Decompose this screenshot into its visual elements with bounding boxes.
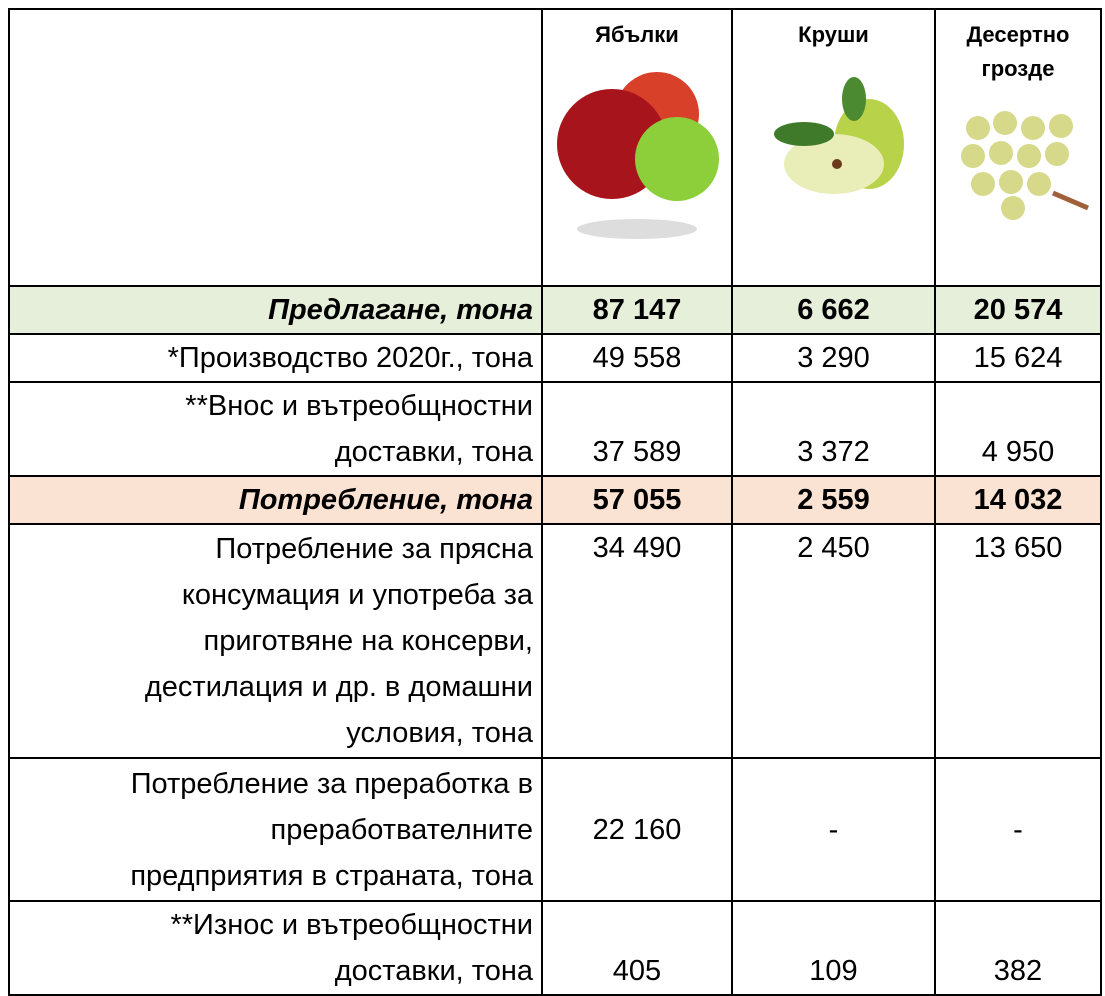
label-line: Предлагане, тона <box>20 287 533 333</box>
supply-table: Ябълки Круши Десертно грозде Предлагане,… <box>8 8 1102 996</box>
row-label: Предлагане, тона <box>9 286 542 334</box>
label-line: преработвателните <box>20 807 533 853</box>
column-header: Круши <box>732 9 935 286</box>
page: Ябълки Круши Десертно грозде Предлагане,… <box>0 0 1105 987</box>
column-header: Десертно грозде <box>935 9 1101 286</box>
value-cell: 6 662 <box>732 286 935 334</box>
value-cell: 2 559 <box>732 476 935 524</box>
value-cell: 57 055 <box>542 476 732 524</box>
value-cell: - <box>732 758 935 901</box>
value-cell: 109 <box>732 901 935 995</box>
value-cell: 37 589 <box>542 382 732 476</box>
value-cell: 22 160 <box>542 758 732 901</box>
label-line: *Производство 2020г., тона <box>20 335 533 381</box>
header-row: Ябълки Круши Десертно грозде <box>9 9 1101 286</box>
value-cell: 15 624 <box>935 334 1101 382</box>
value-cell: 49 558 <box>542 334 732 382</box>
label-line: доставки, тона <box>20 948 533 994</box>
label-line: предприятия в страната, тона <box>20 853 533 899</box>
row-label: Потребление, тона <box>9 476 542 524</box>
pears-image <box>749 64 919 224</box>
value-cell: 3 290 <box>732 334 935 382</box>
value-cell: 4 950 <box>935 382 1101 476</box>
value-cell: 382 <box>935 901 1101 995</box>
label-line: Потребление, тона <box>20 477 533 523</box>
column-name: Круши <box>798 22 869 47</box>
corner-cell <box>9 9 542 286</box>
label-line: **Износ и вътреобщностни <box>20 902 533 948</box>
value-cell: 87 147 <box>542 286 732 334</box>
value-cell: 14 032 <box>935 476 1101 524</box>
grapes-image <box>943 98 1093 238</box>
label-line: дестилация и др. в домашни <box>20 664 533 710</box>
value-cell: 20 574 <box>935 286 1101 334</box>
value-cell: 3 372 <box>732 382 935 476</box>
column-name: Ябълки <box>595 22 679 47</box>
column-name: Десертно грозде <box>966 22 1069 81</box>
label-line: консумация и употреба за <box>20 572 533 618</box>
column-header: Ябълки <box>542 9 732 286</box>
label-line: условия, тона <box>20 710 533 756</box>
label-line: доставки, тона <box>20 429 533 475</box>
apples-image <box>552 64 722 254</box>
value-cell: 405 <box>542 901 732 995</box>
label-line: приготвяне на консерви, <box>20 618 533 664</box>
label-line: Потребление за прясна <box>20 526 533 572</box>
value-cell: 34 490 <box>542 524 732 758</box>
value-cell: 2 450 <box>732 524 935 758</box>
label-line: Потребление за преработка в <box>20 761 533 807</box>
value-cell: - <box>935 758 1101 901</box>
value-cell: 13 650 <box>935 524 1101 758</box>
label-line: **Внос и вътреобщностни <box>20 383 533 429</box>
row-label: *Производство 2020г., тона <box>9 334 542 382</box>
